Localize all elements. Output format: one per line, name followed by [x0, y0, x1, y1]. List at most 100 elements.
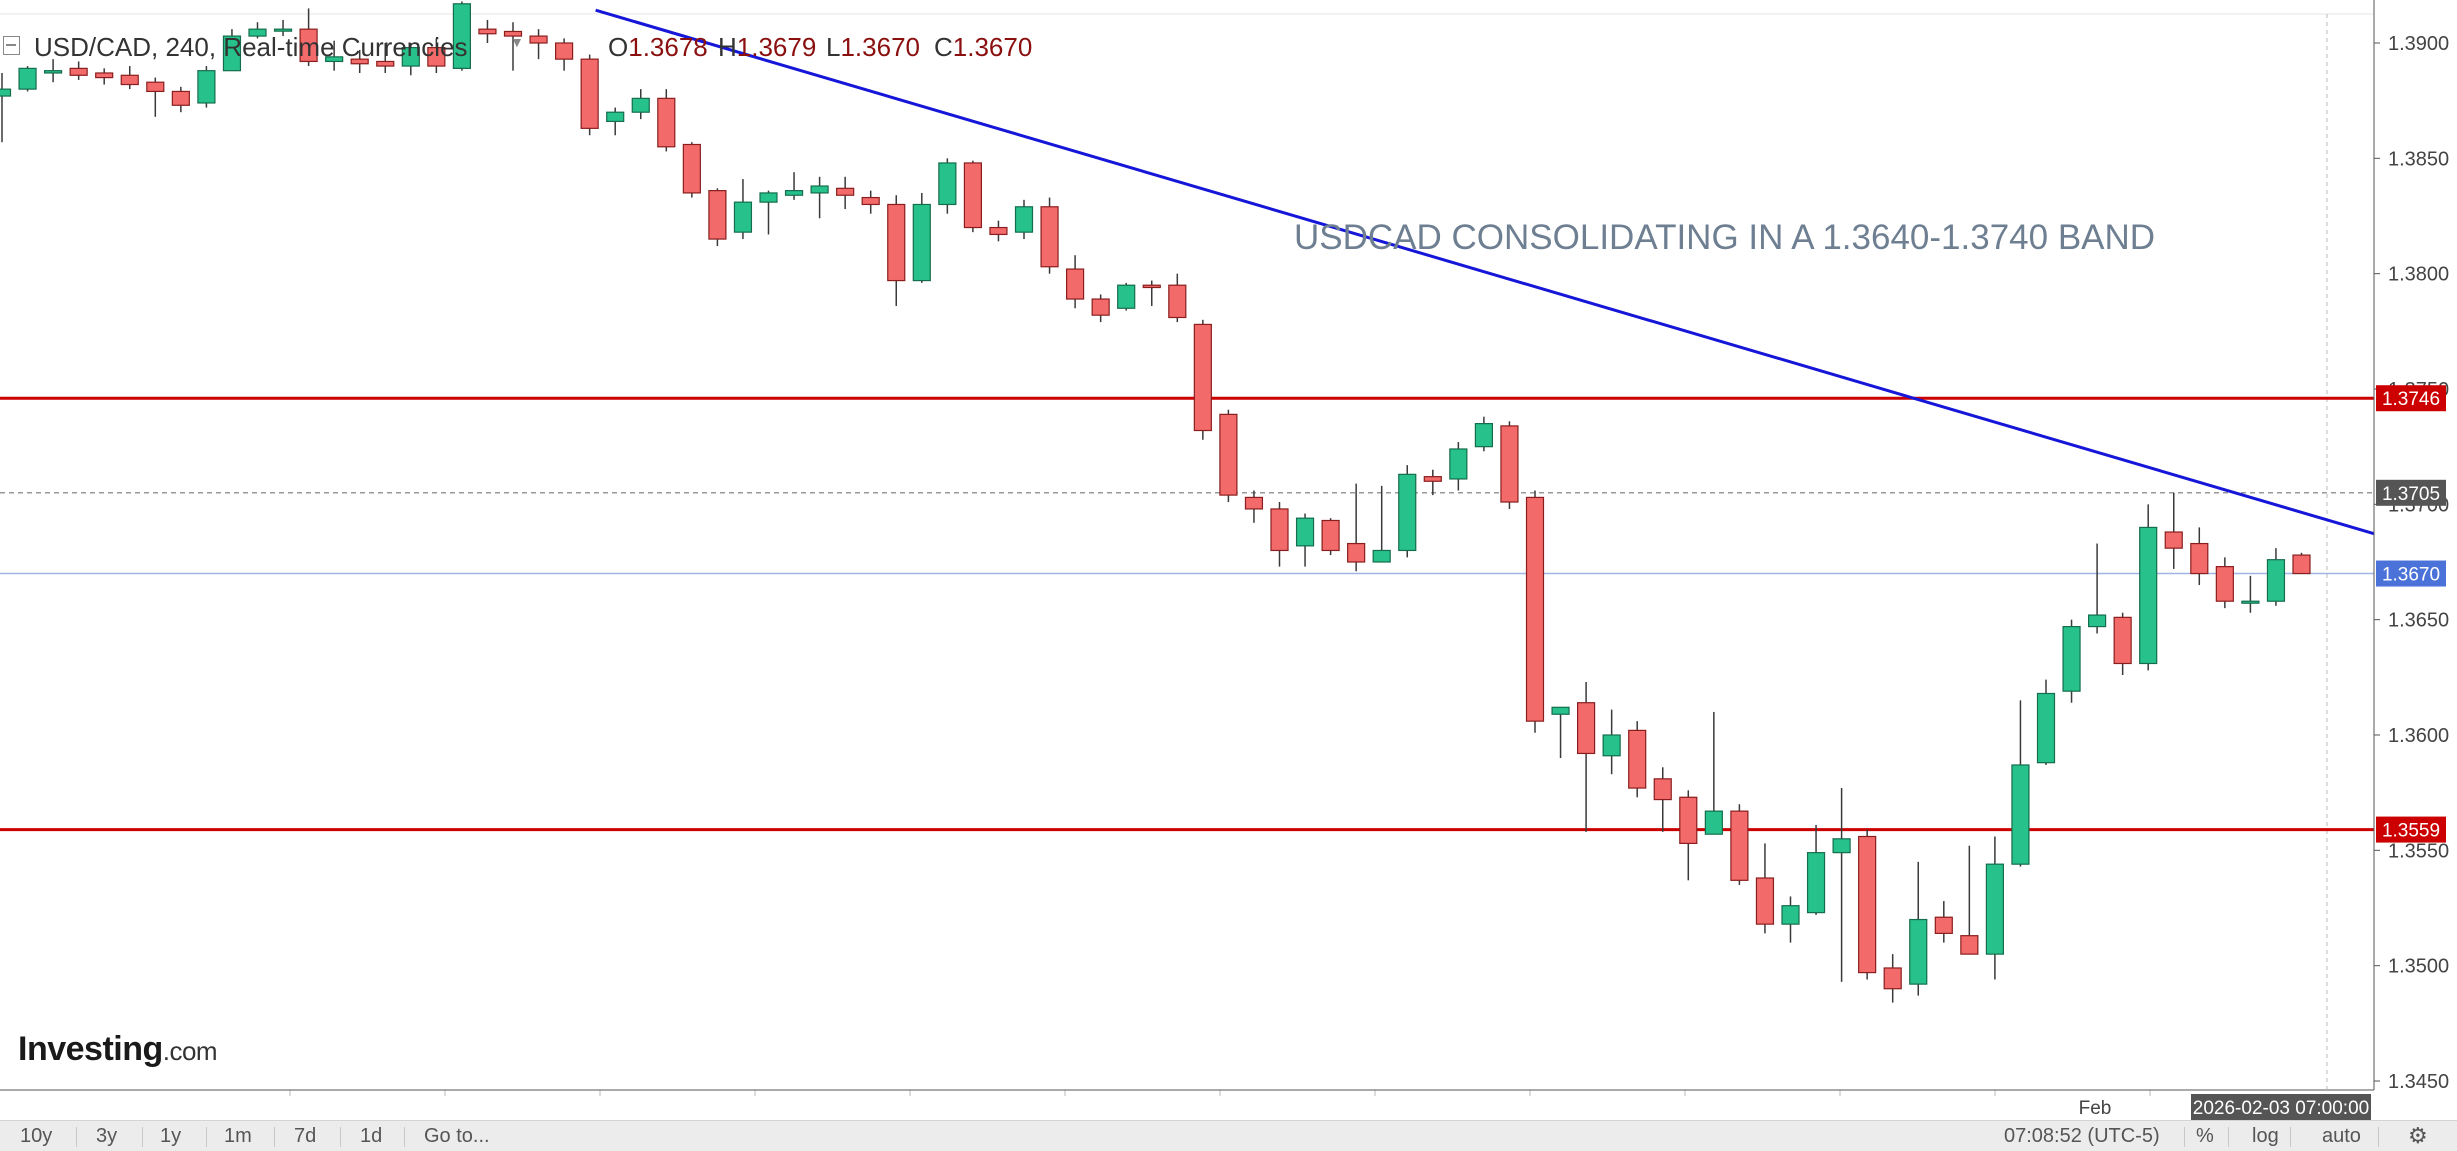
price-tick-label: 1.3500 — [2388, 956, 2449, 978]
candle — [2113, 612, 2132, 676]
candle — [1065, 255, 1085, 309]
goto-button[interactable]: Go to... — [424, 1125, 490, 1147]
range-3y-button[interactable]: 3y — [96, 1125, 118, 1147]
candle-body — [2139, 526, 2158, 665]
candle — [1704, 711, 1723, 835]
candle-body — [1934, 916, 1953, 934]
candle — [0, 72, 12, 143]
trendline-group — [595, 8, 2375, 536]
candle — [554, 38, 574, 71]
candle-body — [861, 196, 880, 206]
candle — [1219, 409, 1238, 503]
candle-body — [836, 187, 855, 196]
candle — [43, 59, 63, 83]
candle — [452, 1, 471, 71]
symbol-label[interactable]: USD/CAD, 240, Real-time Currencies — [34, 32, 468, 62]
candle-body — [273, 28, 293, 32]
candle-body — [1602, 734, 1621, 757]
auto-scale-button[interactable]: auto — [2322, 1125, 2361, 1147]
candle — [606, 107, 625, 136]
time-axis: Feb 2026-02-03 07:00:00 — [2079, 1094, 2371, 1120]
candle-body — [1040, 206, 1059, 268]
price-tag-bg — [2376, 816, 2446, 843]
candle-body — [1806, 852, 1826, 914]
candle — [2088, 543, 2107, 634]
candle-body — [657, 97, 676, 148]
percent-scale-button[interactable]: % — [2196, 1125, 2214, 1147]
candle-body — [733, 201, 753, 233]
range-1d-button[interactable]: 1d — [360, 1125, 383, 1147]
gear-icon[interactable]: ⚙ — [2408, 1123, 2428, 1148]
price-chart[interactable]: 1.39001.38501.38001.37501.37001.36501.36… — [0, 0, 2457, 1120]
candle-body — [1858, 835, 1877, 974]
price-tick-label: 1.3650 — [2388, 610, 2449, 632]
price-tag-bg — [2376, 385, 2446, 412]
candle-body — [631, 97, 650, 113]
candle — [759, 190, 778, 235]
candle-body — [989, 226, 1008, 236]
candle — [1142, 280, 1161, 306]
candle — [1449, 442, 1468, 491]
range-1y-button[interactable]: 1y — [160, 1125, 182, 1147]
candle — [1398, 465, 1417, 558]
price-tick-label: 1.3800 — [2388, 264, 2449, 286]
candle — [1474, 416, 1494, 452]
candle-body — [1551, 706, 1570, 715]
chevron-down-icon[interactable]: ▼ — [510, 34, 524, 50]
candle-body — [452, 3, 471, 69]
candle — [938, 158, 957, 214]
candle-body — [1500, 425, 1519, 503]
trendline — [595, 8, 2375, 536]
candle — [248, 22, 267, 39]
candle — [989, 220, 1008, 242]
price-tag-label: 1.3705 — [2382, 484, 2440, 505]
candle — [1193, 319, 1212, 440]
candle — [580, 54, 599, 136]
chart-menu-icon[interactable] — [3, 36, 20, 55]
price-tag-label: 1.3670 — [2382, 565, 2440, 586]
candle-body — [963, 162, 983, 229]
candle — [146, 77, 165, 117]
candle-body — [887, 203, 906, 282]
candle — [861, 190, 880, 214]
candle — [1525, 490, 1545, 733]
candle — [69, 61, 88, 80]
candle-body — [478, 28, 497, 35]
candle-body — [2164, 531, 2183, 549]
candle — [1270, 502, 1289, 567]
candle-body — [171, 90, 190, 106]
candle — [733, 179, 753, 240]
candle — [1347, 483, 1366, 572]
candle-body — [1730, 810, 1749, 881]
candle — [682, 142, 701, 198]
candle-body — [1909, 918, 1928, 985]
range-7d-button[interactable]: 7d — [294, 1125, 317, 1147]
log-scale-button[interactable]: log — [2252, 1125, 2279, 1147]
candle — [1960, 845, 1979, 955]
candle-body — [759, 192, 778, 203]
range-10y-button[interactable]: 10y — [20, 1125, 53, 1147]
investing-logo: Investing.com — [18, 1030, 218, 1068]
price-tag-1.3559: 1.3559 — [2376, 816, 2446, 843]
candle-body — [708, 190, 727, 240]
candles — [0, 1, 2311, 1003]
crosshair-time-bg — [2191, 1094, 2371, 1120]
candle-body — [2113, 616, 2132, 665]
candle-body — [2088, 614, 2107, 628]
candle-body — [1117, 284, 1136, 309]
candle-body — [120, 74, 139, 86]
candle-body — [1781, 905, 1800, 925]
crosshair-time-tag: 2026-02-03 07:00:00 — [2191, 1094, 2371, 1120]
candle — [1295, 513, 1315, 567]
candle-body — [503, 30, 523, 37]
candle-body — [2215, 566, 2234, 602]
range-1m-button[interactable]: 1m — [224, 1125, 252, 1147]
candle-body — [1321, 519, 1340, 552]
candle-body — [529, 35, 548, 44]
candle-body — [1679, 796, 1698, 845]
candle — [1730, 804, 1749, 885]
candle-body — [248, 28, 267, 37]
candle-body — [682, 143, 701, 194]
candle — [708, 188, 727, 246]
candle-body — [1628, 729, 1647, 789]
